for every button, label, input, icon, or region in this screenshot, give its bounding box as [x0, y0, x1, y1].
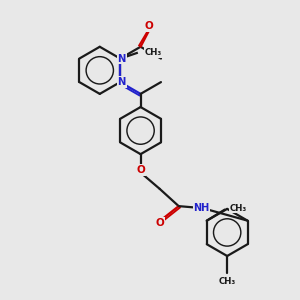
- Text: CH₃: CH₃: [144, 48, 162, 57]
- Text: O: O: [156, 218, 164, 228]
- Text: N: N: [117, 53, 126, 64]
- Text: O: O: [136, 165, 145, 175]
- Text: CH₃: CH₃: [218, 278, 236, 286]
- Text: O: O: [145, 21, 154, 31]
- Text: N: N: [117, 77, 126, 87]
- Text: NH: NH: [194, 202, 210, 212]
- Text: CH₃: CH₃: [229, 204, 247, 213]
